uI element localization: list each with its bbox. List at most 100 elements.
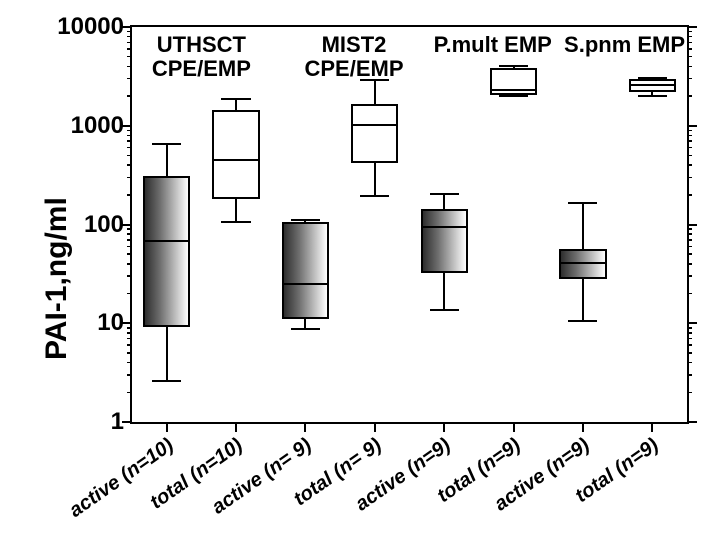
- y-tick-label: 10000: [57, 13, 124, 41]
- y-tick-minor: [127, 233, 132, 235]
- y-tick-label: 100: [84, 211, 124, 239]
- y-tick-minor-right: [687, 275, 692, 277]
- whisker-cap-upper: [221, 98, 250, 100]
- y-tick-minor-right: [687, 130, 692, 132]
- y-tick-minor-right: [687, 233, 692, 235]
- y-tick-minor-right: [687, 362, 692, 364]
- y-tick-minor-right: [687, 95, 692, 97]
- y-tick-label: 10: [97, 309, 124, 337]
- box: [212, 110, 259, 199]
- y-tick-label: 1: [111, 408, 124, 436]
- whisker-upper: [235, 99, 237, 109]
- median-line: [629, 84, 676, 86]
- y-tick-minor-right: [687, 177, 692, 179]
- y-tick-minor-right: [687, 155, 692, 157]
- y-tick-minor: [127, 392, 132, 394]
- whisker-cap-lower: [221, 221, 250, 223]
- y-tick-minor-right: [687, 338, 692, 340]
- whisker-cap-upper: [430, 193, 459, 195]
- y-tick-minor-right: [687, 140, 692, 142]
- y-tick-minor: [127, 332, 132, 334]
- y-tick-major-right: [687, 421, 697, 423]
- whisker-cap-lower: [568, 320, 597, 322]
- median-line: [282, 283, 329, 285]
- y-tick-minor-right: [687, 78, 692, 80]
- whisker-cap-upper: [499, 65, 528, 67]
- x-tick: [513, 422, 515, 432]
- y-tick-minor-right: [687, 239, 692, 241]
- y-tick-major-right: [687, 224, 697, 226]
- y-tick-minor: [127, 293, 132, 295]
- group-label: MIST2 CPE/EMP: [284, 33, 424, 81]
- whisker-lower: [443, 273, 445, 310]
- whisker-cap-upper: [360, 79, 389, 81]
- x-tick: [374, 422, 376, 432]
- y-tick-minor-right: [687, 194, 692, 196]
- y-tick-minor-right: [687, 327, 692, 329]
- x-tick: [235, 422, 237, 432]
- y-tick-minor-right: [687, 392, 692, 394]
- whisker-cap-upper: [291, 219, 320, 221]
- whisker-lower: [582, 279, 584, 321]
- y-tick-major-right: [687, 322, 697, 324]
- y-tick-minor: [127, 374, 132, 376]
- y-tick-minor-right: [687, 352, 692, 354]
- y-tick-minor-right: [687, 344, 692, 346]
- whisker-cap-lower: [430, 309, 459, 311]
- whisker-cap-upper: [152, 143, 181, 145]
- y-tick-minor: [127, 239, 132, 241]
- x-tick: [443, 422, 445, 432]
- x-tick: [582, 422, 584, 432]
- whisker-cap-lower: [360, 195, 389, 197]
- box: [559, 249, 606, 279]
- box: [421, 209, 468, 274]
- y-tick-minor-right: [687, 332, 692, 334]
- median-line: [351, 124, 398, 126]
- y-tick-minor: [127, 194, 132, 196]
- y-tick-major-right: [687, 26, 697, 28]
- y-tick-minor-right: [687, 293, 692, 295]
- y-tick-minor: [127, 275, 132, 277]
- box: [143, 176, 190, 327]
- x-tick: [166, 422, 168, 432]
- whisker-cap-lower: [291, 328, 320, 330]
- y-tick-minor-right: [687, 374, 692, 376]
- y-axis-title: PAI-1,ng/ml: [40, 197, 74, 360]
- whisker-cap-lower: [638, 95, 667, 97]
- y-tick-minor-right: [687, 253, 692, 255]
- group-label: UTHSCT CPE/EMP: [131, 33, 271, 81]
- median-line: [421, 226, 468, 228]
- y-tick-minor: [127, 352, 132, 354]
- whisker-lower: [235, 199, 237, 221]
- median-line: [559, 262, 606, 264]
- y-tick-minor: [127, 344, 132, 346]
- y-tick-minor: [127, 140, 132, 142]
- group-label: S.pnm EMP: [555, 33, 695, 57]
- median-line: [490, 89, 537, 91]
- y-tick-minor: [127, 155, 132, 157]
- whisker-lower: [166, 327, 168, 381]
- y-tick-minor: [127, 130, 132, 132]
- whisker-upper: [582, 203, 584, 249]
- y-tick-minor: [127, 164, 132, 166]
- y-tick-minor-right: [687, 164, 692, 166]
- y-tick-minor-right: [687, 135, 692, 137]
- x-tick: [304, 422, 306, 432]
- y-tick-minor-right: [687, 228, 692, 230]
- whisker-upper: [166, 144, 168, 176]
- y-tick-minor: [127, 338, 132, 340]
- y-tick-minor: [127, 135, 132, 137]
- y-tick-minor: [127, 147, 132, 149]
- y-tick-minor: [127, 327, 132, 329]
- whisker-cap-lower: [152, 380, 181, 382]
- plot-area: 110100100010000UTHSCT CPE/EMPMIST2 CPE/E…: [130, 25, 689, 424]
- y-tick-minor: [127, 253, 132, 255]
- x-tick: [651, 422, 653, 432]
- whisker-lower: [374, 163, 376, 196]
- y-tick-minor: [127, 95, 132, 97]
- figure: 110100100010000UTHSCT CPE/EMPMIST2 CPE/E…: [0, 0, 720, 545]
- y-tick-minor-right: [687, 246, 692, 248]
- box: [351, 104, 398, 163]
- box: [282, 222, 329, 319]
- y-tick-minor: [127, 246, 132, 248]
